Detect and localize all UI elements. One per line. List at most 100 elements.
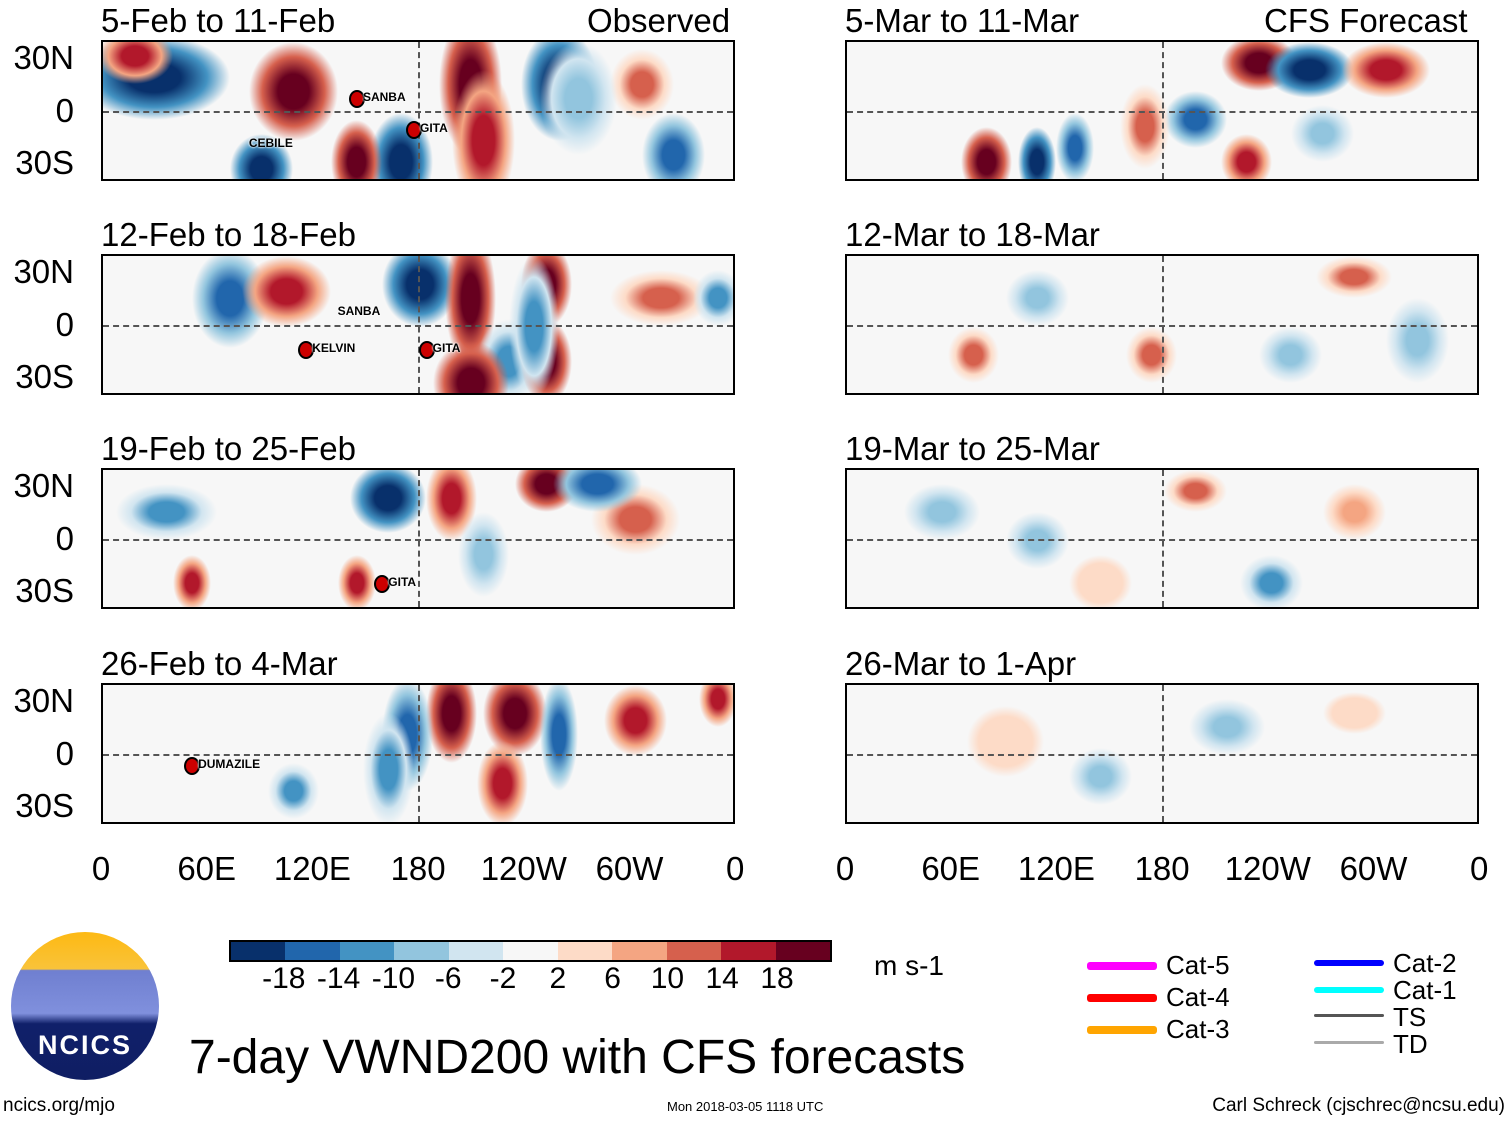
legend-line (1314, 1014, 1384, 1017)
anomaly-contour (1322, 484, 1386, 541)
colorbar-label: 2 (549, 962, 567, 995)
panel-title: 19-Mar to 25-Mar (845, 430, 1100, 467)
footer-url[interactable]: ncics.org/mjo (3, 1095, 115, 1116)
longitude-label: 0 (835, 850, 855, 887)
anomaly-contour (1265, 42, 1355, 99)
legend-line (1314, 987, 1384, 993)
storm-label: GITA (420, 121, 448, 136)
panel-title: 5-Feb to 11-Feb (101, 2, 336, 39)
anomaly-contour (242, 256, 332, 327)
longitude-label: 120W (1224, 850, 1311, 887)
dateline (418, 470, 420, 607)
dateline (418, 685, 420, 822)
latitude-label: 30N (13, 253, 74, 290)
observed-map-panel: SANBA CEBILE GITA (101, 40, 735, 181)
storm-label: GITA (432, 341, 461, 356)
longitude-label: 0 (1470, 850, 1489, 887)
colorbar-swatch (394, 942, 449, 960)
longitude-label: 180 (1134, 850, 1190, 887)
colorbar-swatch (285, 942, 340, 960)
colorbar-label: -14 (316, 962, 361, 995)
latitude-label: 30S (15, 572, 74, 609)
anomaly-contour (1005, 270, 1069, 327)
anomaly-contour (1164, 470, 1228, 513)
colorbar-swatch (503, 942, 558, 960)
anomaly-contour (1221, 133, 1272, 179)
storm-label: GITA (388, 574, 417, 589)
longitude-label: 180 (390, 850, 446, 887)
anomaly-contour (1240, 554, 1304, 607)
legend-label: Cat-2 (1393, 948, 1457, 978)
cyclone-icon (406, 121, 422, 140)
panel-title: 26-Feb to 4-Mar (101, 645, 338, 682)
anomaly-contour (267, 762, 319, 819)
anomaly-contour (1068, 748, 1133, 805)
anomaly-contour (331, 119, 382, 179)
dateline (418, 42, 420, 179)
colorbar-units: m s-1 (874, 950, 944, 981)
longitude-label: 0 (726, 850, 745, 887)
logo-text: NCICS (37, 1030, 132, 1060)
anomaly-contour (337, 554, 376, 607)
storm-label: SANBA (337, 304, 381, 319)
figure-title: 7-day VWND200 with CFS forecasts (189, 1031, 966, 1084)
longitude-label: 120E (1017, 850, 1095, 887)
anomaly-contour (948, 326, 1000, 383)
legend-line (1314, 1041, 1384, 1044)
legend-line (1087, 994, 1157, 1002)
colorbar-swatch (721, 942, 776, 960)
latitude-label: 30S (15, 787, 74, 824)
observed-header: Observed (587, 2, 731, 39)
ncics-logo: NCICS (11, 932, 159, 1080)
dateline (418, 256, 420, 393)
timestamp: Mon 2018-03-05 1118 UTC (667, 1099, 824, 1114)
panel-title: 5-Mar to 11-Mar (845, 2, 1080, 39)
colorbar-label: 10 (650, 962, 685, 995)
anomaly-contour (426, 685, 478, 763)
panel-title: 19-Feb to 25-Feb (101, 430, 356, 467)
legend-line (1314, 960, 1384, 966)
anomaly-contour (961, 126, 1012, 179)
colorbar-swatch (666, 942, 722, 960)
anomaly-contour (698, 685, 733, 728)
anomaly-contour (362, 713, 414, 822)
legend-label: Cat-3 (1166, 1014, 1230, 1044)
cyclone-icon (184, 757, 201, 776)
colorbar-swatch (339, 942, 395, 960)
panel-title: 12-Mar to 18-Mar (845, 216, 1100, 253)
cyclone-icon (418, 341, 435, 360)
latitude-label: 30S (15, 358, 74, 395)
cyclone-icon (298, 341, 315, 360)
forecast-header: CFS Forecast (1264, 2, 1468, 39)
latitude-label: 30N (13, 467, 74, 504)
legend-label: Cat-5 (1166, 950, 1230, 980)
forecast-map-panel (845, 683, 1479, 824)
latitude-label: 30S (15, 144, 74, 181)
anomaly-contour (1316, 256, 1393, 299)
observed-map-panel: DUMAZILE (101, 683, 735, 824)
latitude-label: 30N (13, 682, 74, 719)
anomaly-contour (967, 706, 1044, 777)
longitude-label: 60E (921, 850, 981, 887)
anomaly-contour (1056, 112, 1095, 179)
anomaly-contour (540, 685, 579, 791)
anomaly-contour (540, 42, 617, 155)
anomaly-contour (641, 112, 706, 179)
anomaly-contour (904, 484, 981, 541)
anomaly-contour (603, 685, 668, 756)
legend-line (1087, 1026, 1157, 1034)
anomaly-contour (1018, 126, 1057, 179)
panel-title: 12-Feb to 18-Feb (101, 216, 356, 253)
latitude-label: 0 (55, 734, 74, 772)
legend-label: TD (1393, 1029, 1428, 1059)
anomaly-contour (172, 554, 211, 607)
latitude-label: 0 (55, 305, 74, 343)
colorbar-label: -6 (434, 962, 462, 995)
anomaly-contour (1164, 91, 1228, 148)
legend-label: Cat-4 (1166, 982, 1230, 1012)
colorbar-label: 18 (760, 962, 794, 995)
colorbar-swatch (775, 942, 830, 960)
anomaly-contour (1189, 699, 1266, 756)
anomaly-contour (1125, 326, 1177, 383)
